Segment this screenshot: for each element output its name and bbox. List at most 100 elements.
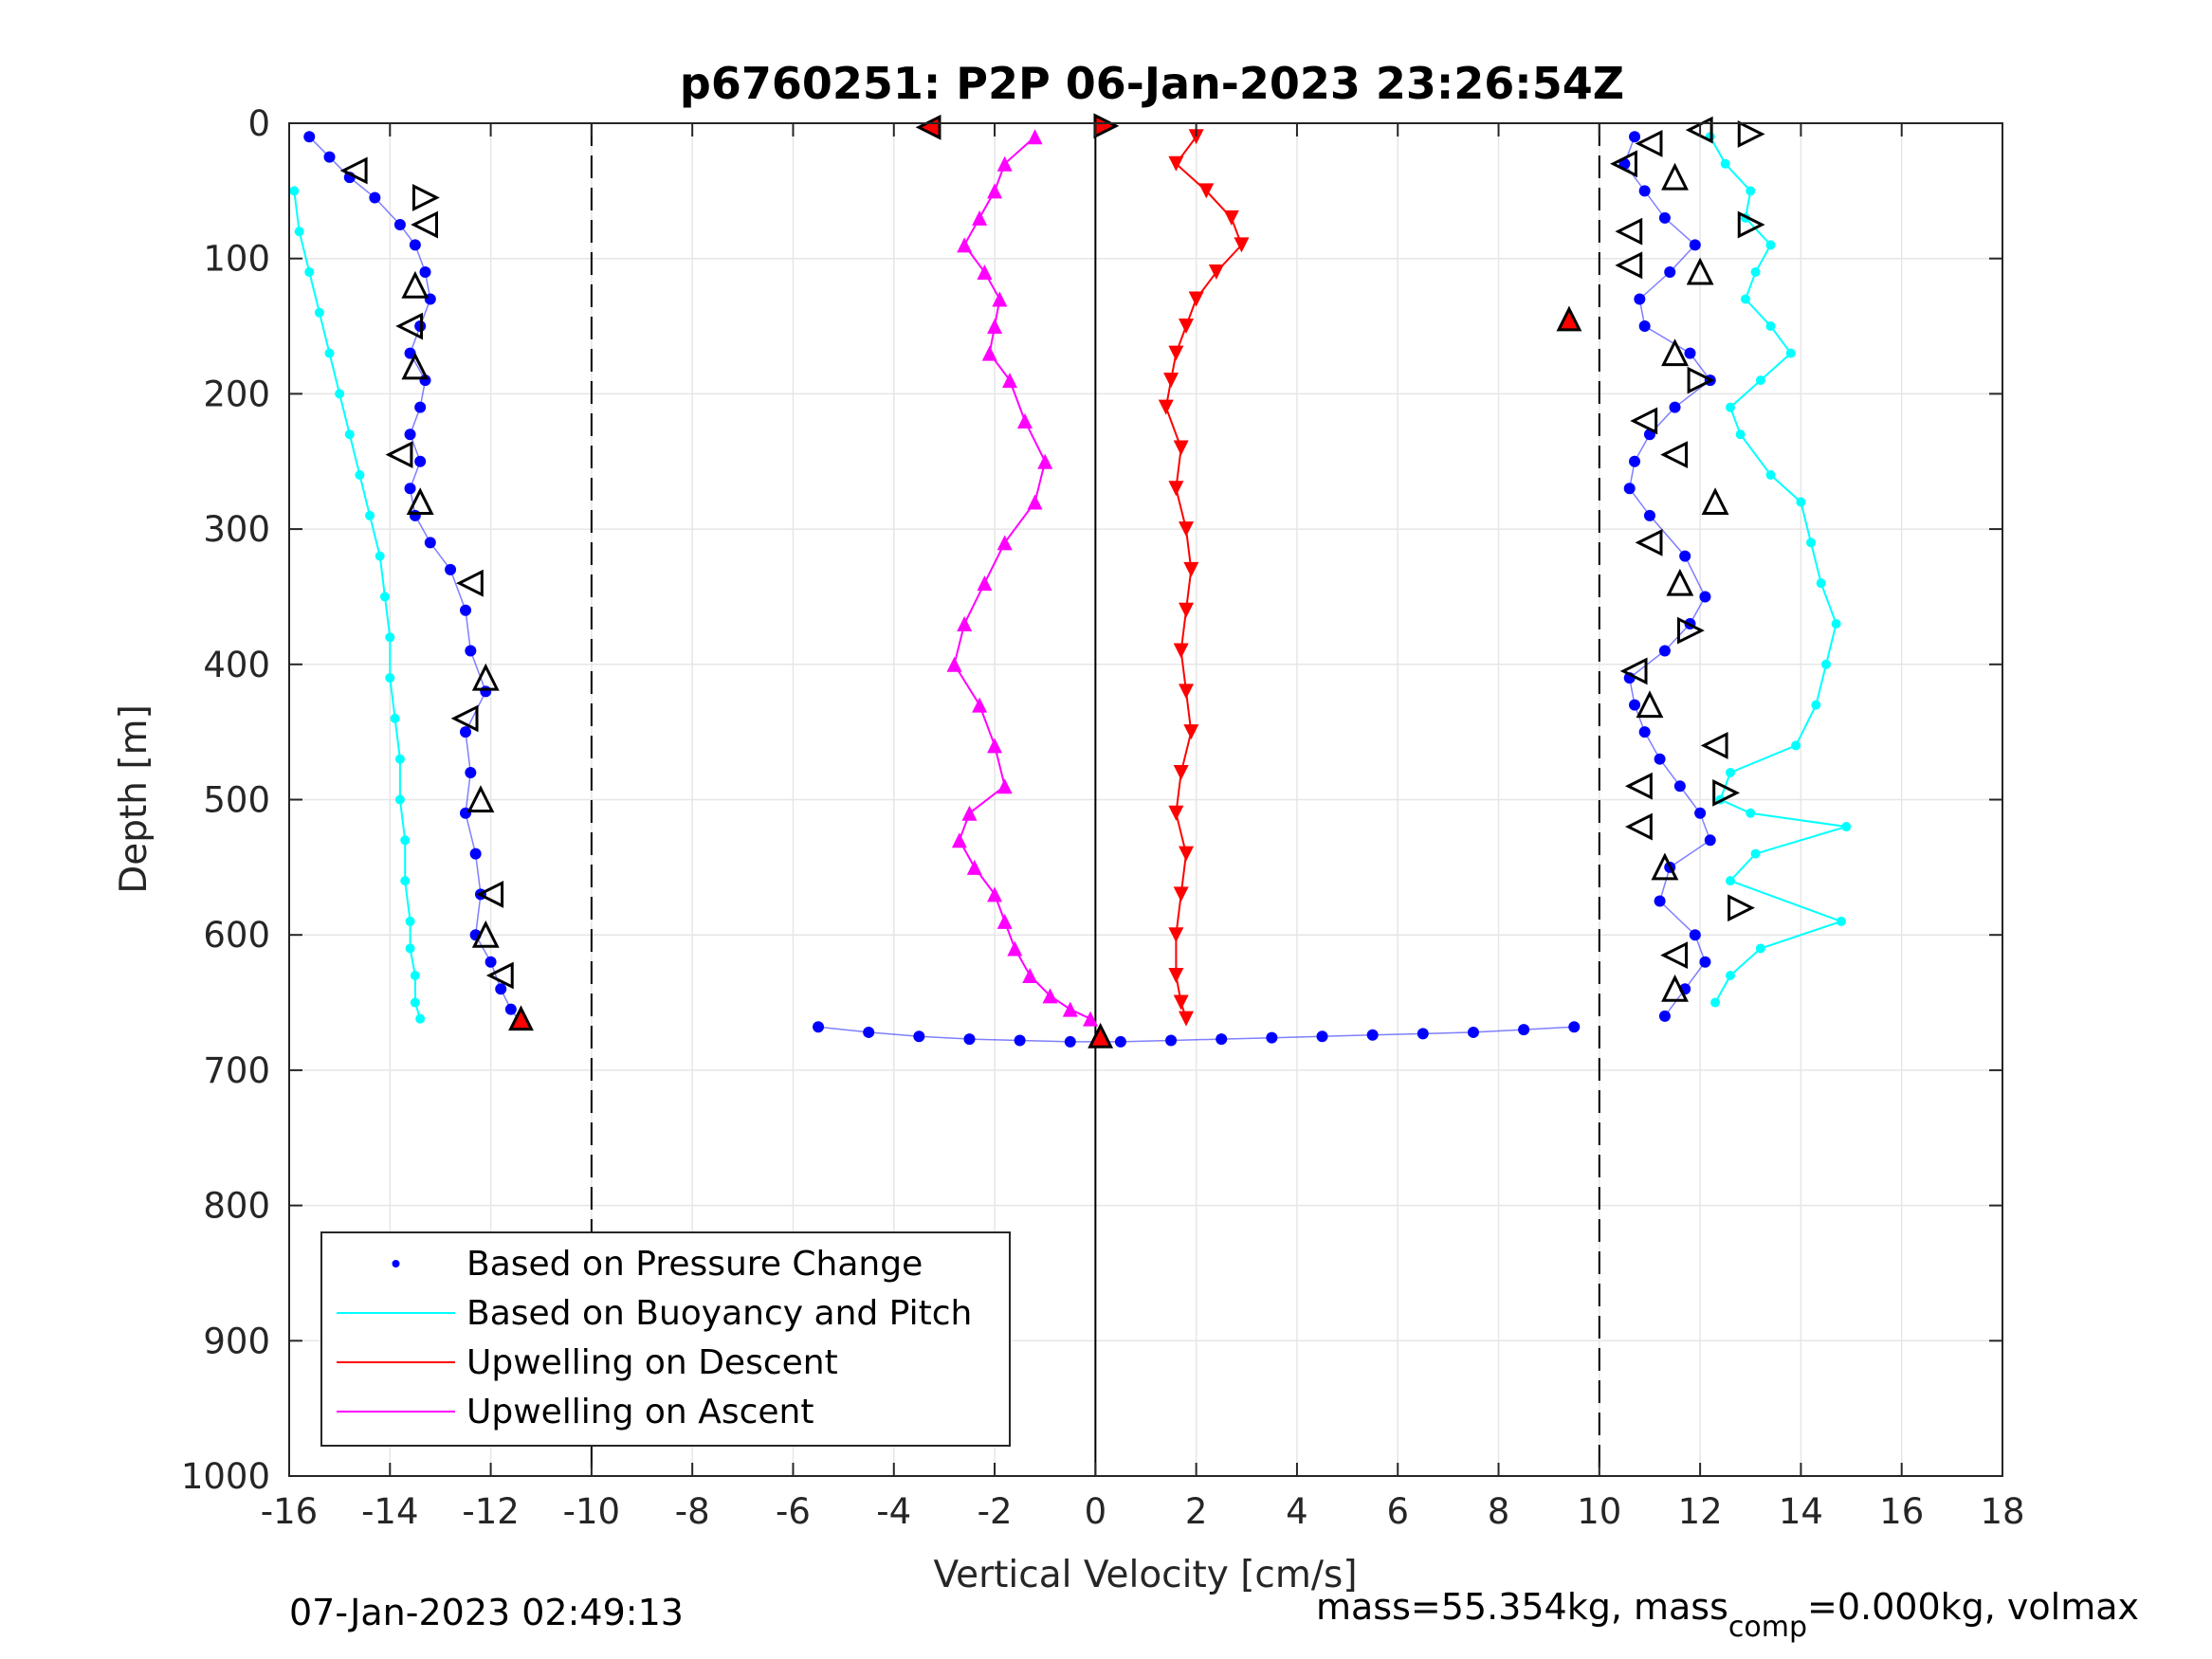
data-point-descent [1179, 602, 1195, 618]
data-point-pressure [1638, 320, 1651, 333]
data-point-buoyancy [400, 835, 411, 846]
data-point-descent [1168, 155, 1184, 172]
data-point-buoyancy [410, 997, 420, 1008]
triangle-marker [1737, 210, 1765, 239]
data-point-descent [1168, 481, 1184, 497]
data-point-buoyancy [415, 1013, 426, 1024]
y-tick-label: 500 [203, 780, 270, 821]
triangle-marker [455, 569, 484, 597]
triangle-marker [1701, 487, 1729, 516]
data-point-pressure [1699, 591, 1711, 603]
data-point-pressure [404, 483, 416, 495]
x-tick-label: -8 [675, 1491, 710, 1532]
data-point-pressure [323, 151, 336, 163]
y-tick-label: 400 [203, 645, 270, 685]
data-point-buoyancy [1710, 997, 1721, 1008]
highlight-marker [1556, 305, 1582, 332]
data-point-pressure [1467, 1026, 1479, 1038]
y-tick-label: 700 [203, 1050, 270, 1091]
data-point-buoyancy [1765, 470, 1776, 481]
data-point-pressure [465, 766, 477, 778]
data-point-descent [1173, 764, 1189, 780]
data-point-pressure [863, 1026, 875, 1038]
data-point-pressure [495, 983, 507, 995]
data-point-buoyancy [375, 551, 385, 561]
y-tick-label: 600 [203, 915, 270, 956]
data-point-pressure [1689, 929, 1701, 941]
data-point-buoyancy [1765, 321, 1776, 332]
data-point-buoyancy [1791, 740, 1801, 751]
data-point-buoyancy [1726, 402, 1736, 412]
data-point-pressure [1658, 1010, 1671, 1022]
data-point-pressure [1658, 211, 1671, 224]
data-point-pressure [1623, 483, 1636, 495]
data-point-buoyancy [379, 592, 390, 602]
data-point-ascent [996, 778, 1013, 794]
triangle-marker [1661, 974, 1689, 1002]
data-point-pressure [414, 455, 427, 467]
data-point-pressure [1629, 699, 1641, 711]
triangle-marker [450, 704, 479, 733]
data-point-pressure [1568, 1021, 1581, 1033]
data-point-buoyancy [1750, 848, 1761, 859]
data-point-buoyancy [394, 794, 405, 805]
data-point-pressure [1634, 293, 1646, 305]
data-point-descent [1168, 805, 1184, 821]
data-point-pressure [1684, 347, 1696, 359]
triangle-marker [401, 270, 430, 299]
data-point-descent [1179, 521, 1195, 538]
data-point-buoyancy [1755, 943, 1765, 954]
data-point-ascent [1007, 940, 1023, 957]
data-point-pressure [1518, 1024, 1530, 1036]
data-point-buoyancy [344, 429, 355, 440]
triangle-marker [1630, 407, 1658, 435]
data-point-pressure [409, 239, 421, 251]
data-point-pressure [813, 1021, 825, 1033]
data-point-descent [1179, 1011, 1195, 1027]
data-point-descent [1158, 399, 1174, 415]
data-point-descent [1179, 684, 1195, 700]
triangle-marker [1635, 528, 1663, 556]
data-point-pressure [1654, 753, 1666, 765]
y-axis-label: Depth [m] [113, 704, 155, 894]
x-tick-label: 18 [1980, 1491, 2024, 1532]
data-point-pressure [1673, 780, 1686, 793]
data-point-pressure [484, 956, 497, 968]
data-point-ascent [987, 738, 1003, 754]
data-point-pressure [1638, 726, 1651, 738]
data-point-pressure [303, 131, 316, 143]
y-tick-label: 300 [203, 509, 270, 550]
data-point-descent [1234, 237, 1250, 253]
data-point-pressure [1014, 1034, 1026, 1047]
data-point-descent [1173, 886, 1189, 902]
data-point-buoyancy [385, 673, 395, 684]
data-point-pressure [404, 428, 416, 441]
data-point-buoyancy [1750, 266, 1761, 277]
data-point-ascent [981, 345, 997, 361]
data-point-pressure [963, 1033, 976, 1046]
data-point-ascent [961, 805, 978, 821]
triangle-marker [485, 961, 514, 990]
data-point-ascent [977, 575, 993, 592]
data-point-pressure [1114, 1035, 1126, 1048]
triangle-marker [1615, 251, 1643, 280]
data-point-pressure [424, 537, 436, 549]
triangle-marker [406, 487, 434, 516]
triangle-marker [1666, 568, 1694, 596]
data-point-ascent [1022, 968, 1038, 984]
data-point-ascent [972, 697, 988, 713]
data-point-buoyancy [1726, 876, 1736, 886]
data-point-ascent [996, 535, 1013, 551]
triangle-marker [411, 184, 440, 211]
legend-label: Upwelling on Ascent [466, 1393, 814, 1431]
data-point-descent [1179, 846, 1195, 862]
data-point-buoyancy [294, 227, 304, 237]
data-point-buoyancy [1765, 240, 1776, 250]
triangle-marker [411, 210, 438, 239]
data-point-buoyancy [1811, 700, 1821, 710]
triangle-marker [1661, 338, 1689, 367]
data-point-ascent [957, 237, 973, 253]
data-point-descent [1188, 291, 1204, 307]
y-tick-label: 900 [203, 1321, 270, 1361]
triangle-marker [1712, 778, 1741, 807]
